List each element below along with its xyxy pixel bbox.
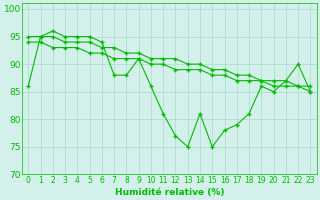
X-axis label: Humidité relative (%): Humidité relative (%) xyxy=(115,188,224,197)
